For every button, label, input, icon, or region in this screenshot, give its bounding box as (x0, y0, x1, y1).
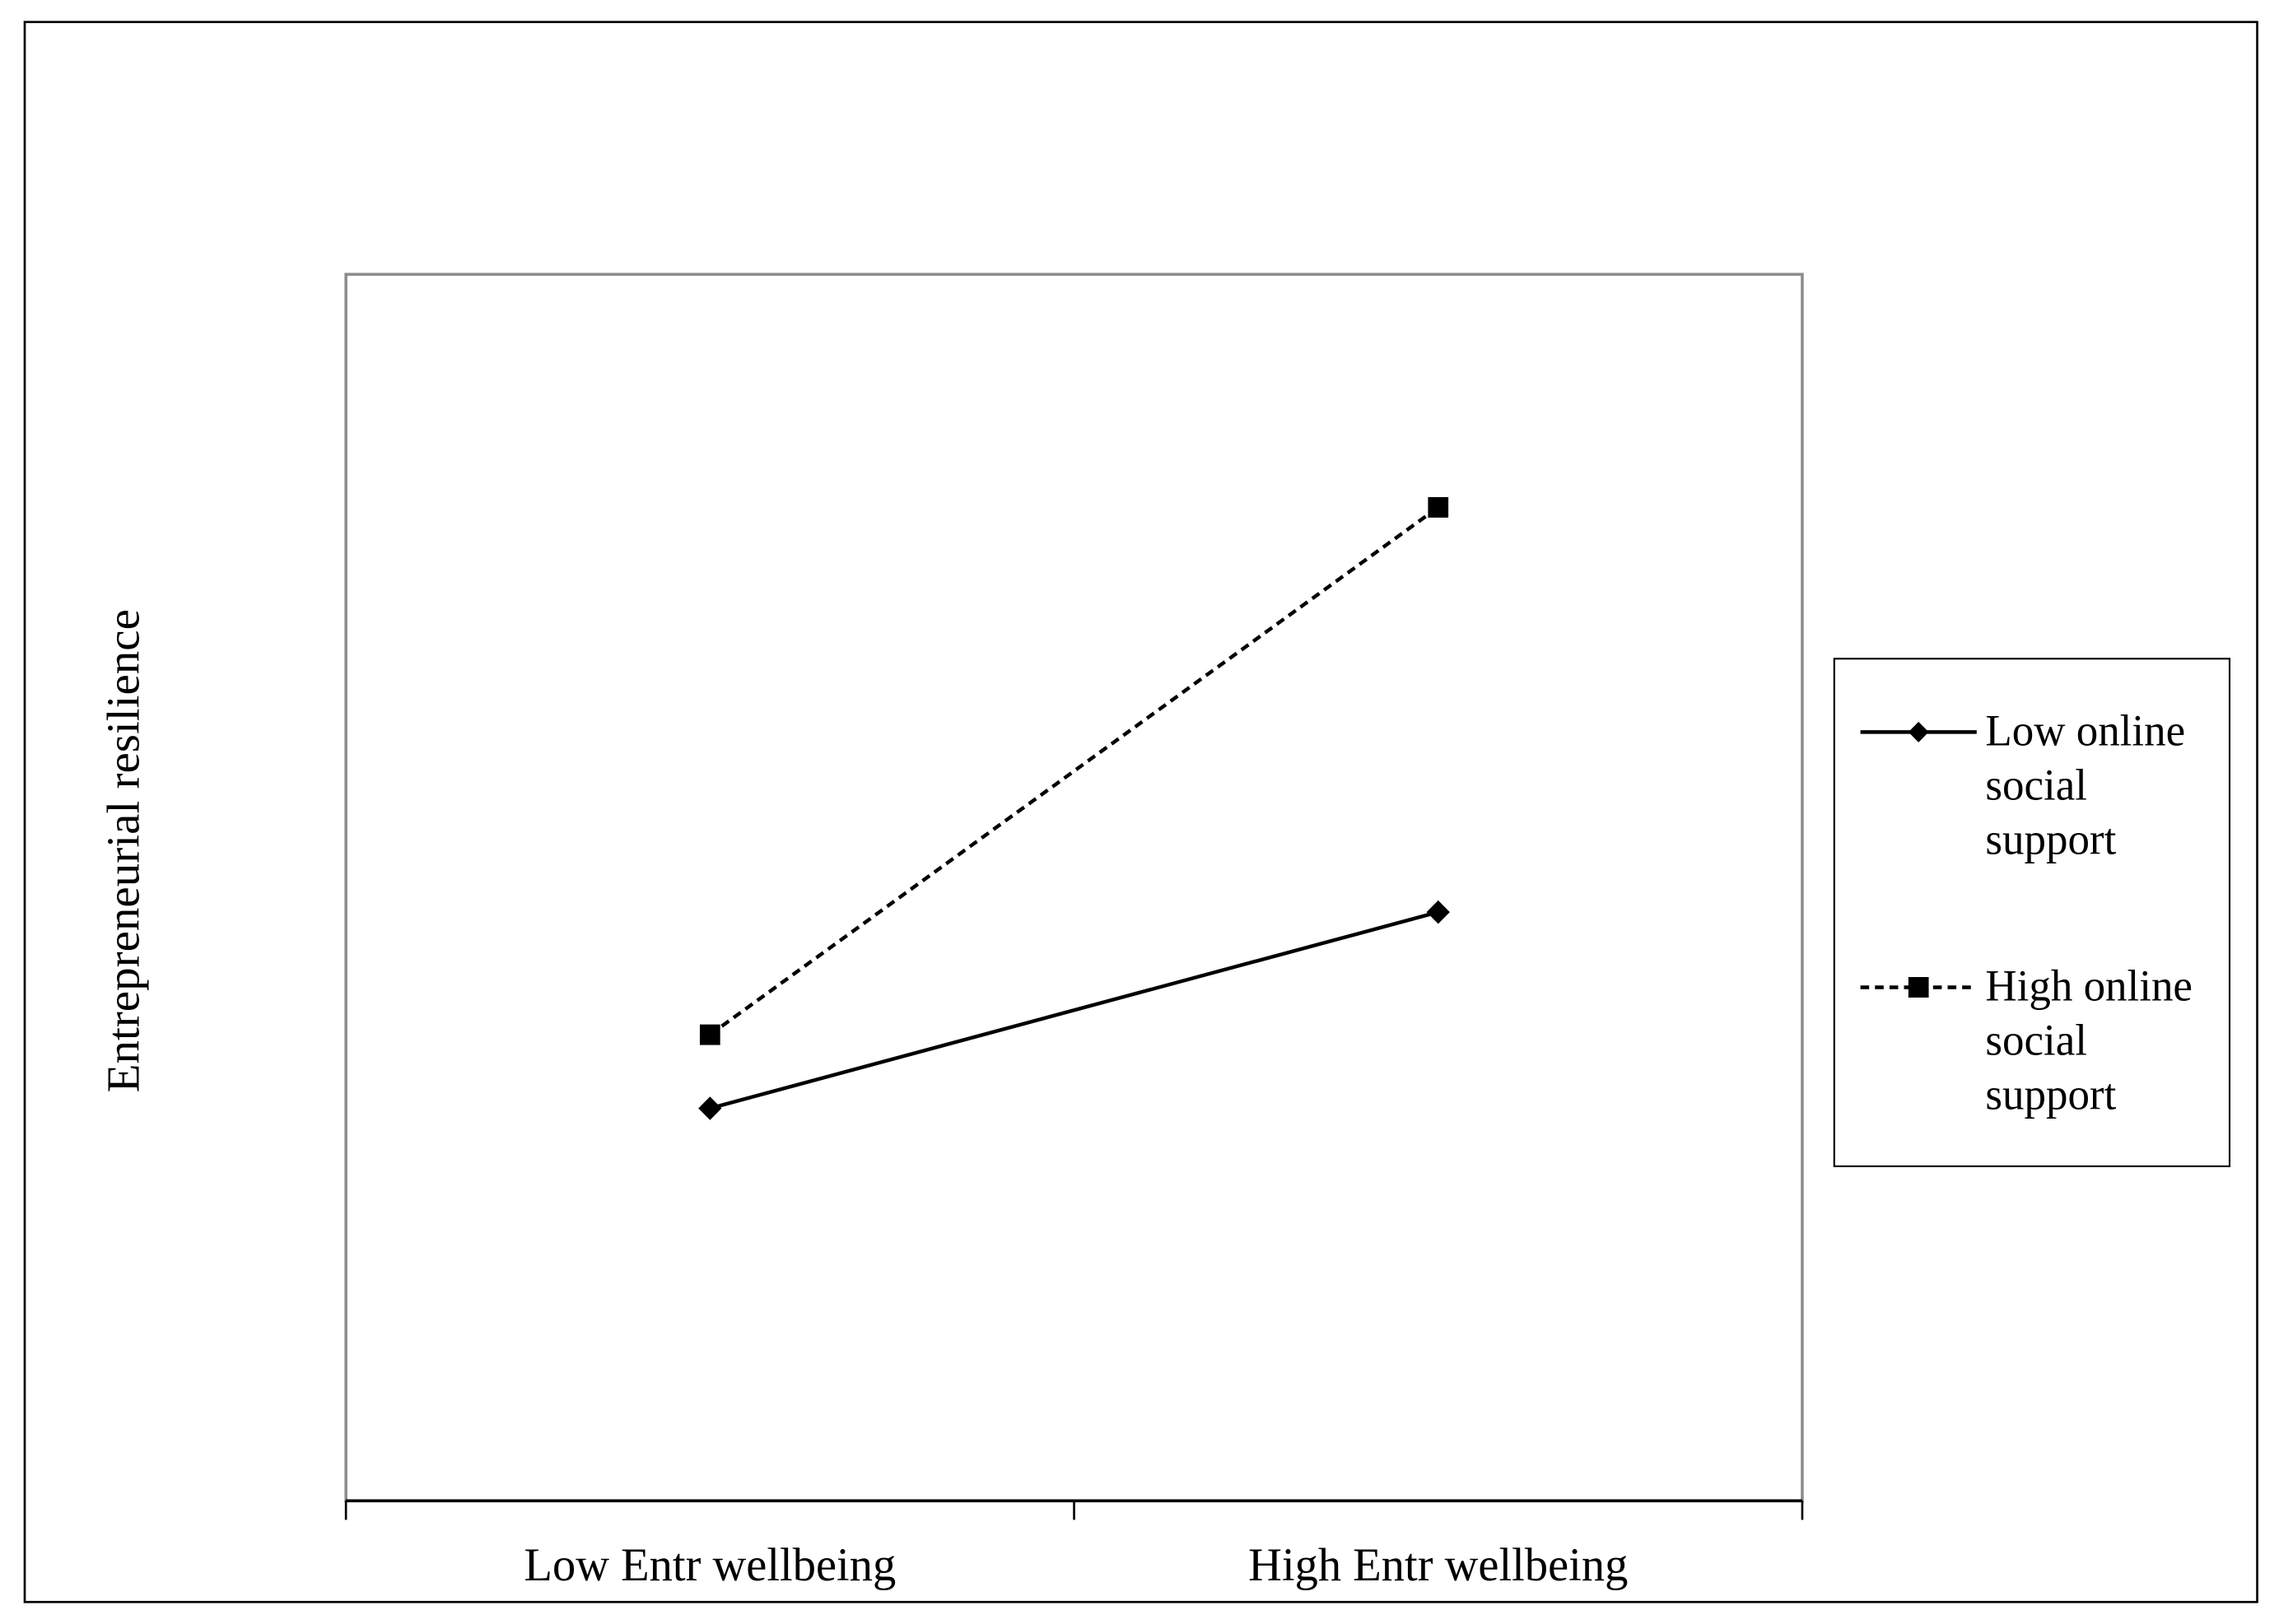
legend-label: Low online social support (1985, 707, 2186, 864)
series-line (709, 910, 1439, 1110)
legend-entry: High online social support (1985, 962, 2193, 1119)
marker-square (1428, 496, 1449, 518)
legend-box (1833, 658, 2231, 1167)
marker-square (699, 1024, 720, 1045)
y-axis-label: Entrepreneurial resilience (98, 609, 150, 1092)
legend-label: High online social support (1985, 962, 2193, 1119)
series-line (709, 505, 1440, 1036)
x-tick-label: Low Entr wellbeing (524, 1539, 896, 1591)
marker-diamond (1426, 900, 1450, 924)
plot-area (344, 272, 1804, 1503)
legend-entry: Low online social support (1985, 707, 2186, 864)
legend-square (1908, 977, 1929, 998)
x-tick-label: High Entr wellbeing (1248, 1539, 1628, 1591)
legend-marker (1908, 977, 1929, 998)
